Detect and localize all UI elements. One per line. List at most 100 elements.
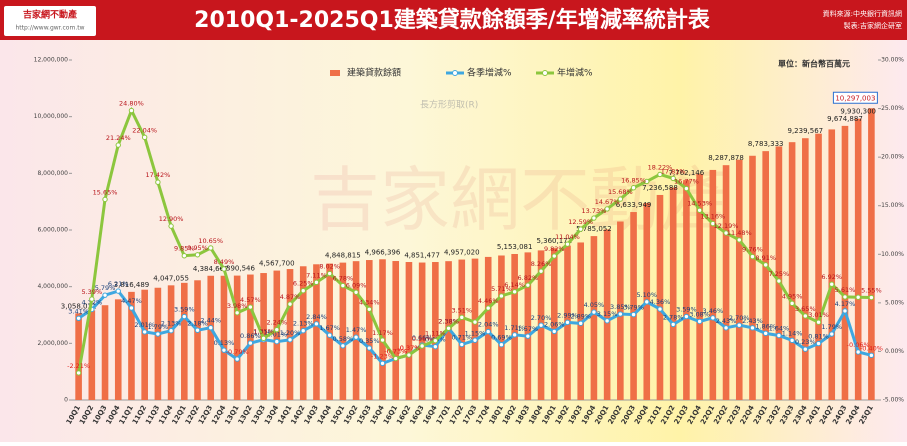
line-value-label: 11.04% [555,233,580,241]
line-value-label: 2.38% [438,317,459,325]
bar [405,262,413,400]
line-marker [723,325,729,331]
line-marker [287,301,293,307]
bar [617,221,624,400]
line-marker [274,338,280,345]
bar-value-label: 5,360,171 [536,237,572,245]
line-marker [432,337,439,344]
line-value-label: 3.01% [808,311,829,319]
line-marker [472,319,478,325]
bar [828,129,836,400]
line-marker [829,281,835,287]
bar [749,155,756,400]
line-value-label: 2.84% [306,313,327,321]
line-marker [260,335,267,342]
line-value-label: 4.47% [121,297,142,305]
bar [418,262,426,400]
bar-value-label: 9,239,567 [788,127,824,135]
bar [471,258,479,400]
bar [722,165,730,400]
bar-value-label: 4,848,815 [325,252,361,260]
line-marker [617,311,624,317]
line-marker [564,319,571,326]
line-value-label: 17.42% [145,171,170,179]
bar-value-label: 4,851,477 [404,252,440,260]
line-marker [776,278,782,284]
line-marker [657,171,663,178]
bar-value-label: 3,816,489 [114,281,150,289]
bar [181,282,188,400]
line-marker [313,321,320,327]
line-value-label: 13.73% [582,207,607,215]
bar [484,256,492,400]
bar [326,263,333,400]
line-marker [181,253,188,259]
line-value-label: 2.01% [134,321,155,329]
y-tick-label: 10,000,000 [34,113,69,120]
line-marker [525,282,531,288]
line-marker [75,370,82,376]
line-value-label: 6.21% [108,280,129,288]
line-value-label: -0.06% [847,341,870,349]
line-marker [604,318,610,324]
line-value-label: 2.44% [200,317,221,325]
bar [352,261,360,400]
line-value-label: 12.19% [714,222,739,230]
line-marker [194,252,201,258]
line-marker [511,332,518,338]
bar-value-label: 5,153,081 [497,243,533,251]
line-marker [736,237,742,243]
line-marker [353,289,359,295]
line-value-label: -0.37% [397,344,420,352]
line-value-label: 0.23% [795,338,816,346]
line-marker [842,308,848,314]
line-marker [432,343,439,350]
line-marker [683,185,690,192]
bar [669,187,677,400]
line-value-label: 0.71% [451,334,472,342]
legend-label: 年增減% [557,67,593,79]
line-marker [644,299,650,305]
line-marker [630,185,637,191]
line-marker [128,107,135,114]
bar [392,261,400,400]
line-marker [762,262,769,268]
chart-title: 2010Q1-2025Q1建築貸款餘額季/年增減率統計表 [194,7,711,33]
line-value-label: 1.21% [253,329,274,337]
line-value-label: 4.05% [584,301,605,309]
bar-value-label: 7,762,146 [669,169,705,177]
line-marker [802,346,809,352]
line-marker [208,325,214,331]
line-marker [406,352,412,358]
bar [524,252,532,400]
line-value-label: 9.82% [544,245,565,253]
bar [194,280,201,400]
legend-marker [542,70,548,76]
line-marker [683,313,690,320]
line-value-label: 1.17% [372,329,393,337]
line-value-label: 6.09% [346,281,367,289]
line-marker [525,333,531,339]
line-marker [181,313,188,320]
line-value-label: 1.20% [280,329,301,337]
line-marker [102,292,108,298]
y-tick-label: 2,000,000 [37,340,68,347]
bar [458,259,466,400]
bar-value-label: 9,930,300 [840,108,876,116]
bar [114,299,122,400]
bar [550,248,558,400]
line-value-label: -0.37% [397,344,420,352]
bar [498,255,505,400]
line-marker [842,294,848,300]
line-marker [366,345,372,351]
line-value-label: 14.67% [595,198,620,206]
line-marker [564,241,571,247]
legend-label: 建築貸款餘額 [347,67,401,79]
line-value-label: -2.21% [67,362,90,370]
line-value-label: 22.04% [132,126,157,134]
line-value-label: 3.15% [597,310,618,318]
bar [802,138,809,400]
line-marker [696,318,703,325]
source: 製表:吉家網企研室 [844,21,902,30]
bar [788,142,796,400]
